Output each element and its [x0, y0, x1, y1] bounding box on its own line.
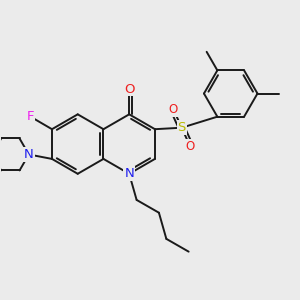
Text: O: O: [185, 140, 195, 153]
Text: S: S: [178, 121, 186, 134]
Text: N: N: [24, 148, 34, 161]
Text: O: O: [124, 82, 134, 96]
Text: O: O: [169, 103, 178, 116]
Text: F: F: [27, 110, 34, 123]
Text: N: N: [124, 167, 134, 180]
